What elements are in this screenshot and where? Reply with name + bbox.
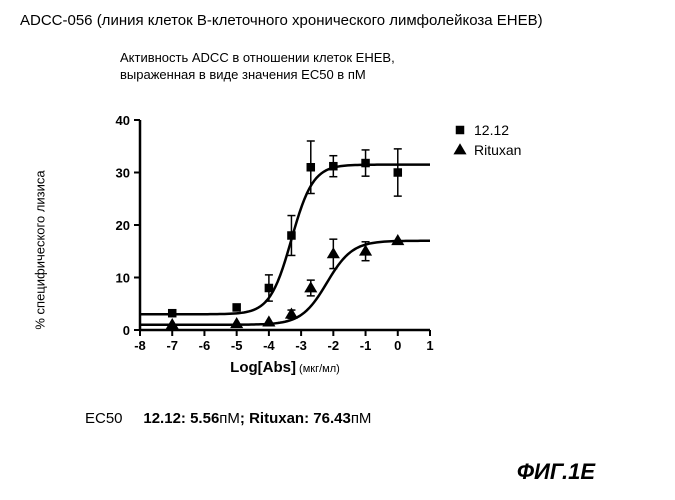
ec50-s2-unit: пМ xyxy=(351,410,372,427)
svg-text:-1: -1 xyxy=(360,338,372,353)
svg-text:-7: -7 xyxy=(166,338,178,353)
chart-svg: 0 10 20 30 40 -8 -7 -6 -5 -4 -3 -2 -1 0 1 Log[Abs] (мкг… xyxy=(85,110,555,390)
svg-text:-4: -4 xyxy=(263,338,275,353)
ec50-sep: ; xyxy=(240,410,249,427)
svg-text:20: 20 xyxy=(116,218,130,233)
page-title: ADCC-056 (линия клеток В-клеточного хрон… xyxy=(20,12,543,29)
svg-text:1: 1 xyxy=(426,338,433,353)
ec50-s1-name: 12.12: xyxy=(143,410,186,427)
svg-text:0: 0 xyxy=(123,323,130,338)
svg-text:12.12: 12.12 xyxy=(474,122,509,138)
ec50-s1-unit: пМ xyxy=(219,410,240,427)
y-axis-label: % специфического лизиса xyxy=(33,170,48,329)
svg-text:-8: -8 xyxy=(134,338,146,353)
svg-text:30: 30 xyxy=(116,166,130,181)
svg-text:-2: -2 xyxy=(328,338,340,353)
svg-text:0: 0 xyxy=(394,338,401,353)
ec50-s2-name: Rituxan: xyxy=(249,410,309,427)
ec50-s1-val: 5.56 xyxy=(190,410,219,427)
svg-text:10: 10 xyxy=(116,271,130,286)
figure-label: ФИГ.1E xyxy=(517,459,595,485)
svg-text:-3: -3 xyxy=(295,338,307,353)
svg-text:Rituxan: Rituxan xyxy=(474,142,521,158)
ec50-label: EC50 xyxy=(85,410,123,427)
svg-text:Log[Abs] (мкг/мл): Log[Abs] (мкг/мл) xyxy=(230,359,340,376)
svg-text:-6: -6 xyxy=(199,338,211,353)
svg-text:-5: -5 xyxy=(231,338,243,353)
svg-text:40: 40 xyxy=(116,113,130,128)
chart: 0 10 20 30 40 -8 -7 -6 -5 -4 -3 -2 -1 0 1 Log[Abs] (мкг… xyxy=(85,110,555,390)
page: ADCC-056 (линия клеток В-клеточного хрон… xyxy=(0,0,675,500)
ec50-s2-val: 76.43 xyxy=(313,410,351,427)
ec50-line: EC50 12.12: 5.56пМ; Rituxan: 76.43пМ xyxy=(85,410,371,427)
chart-subtitle: Активность ADCC в отношении клеток EHEB,… xyxy=(120,50,395,84)
